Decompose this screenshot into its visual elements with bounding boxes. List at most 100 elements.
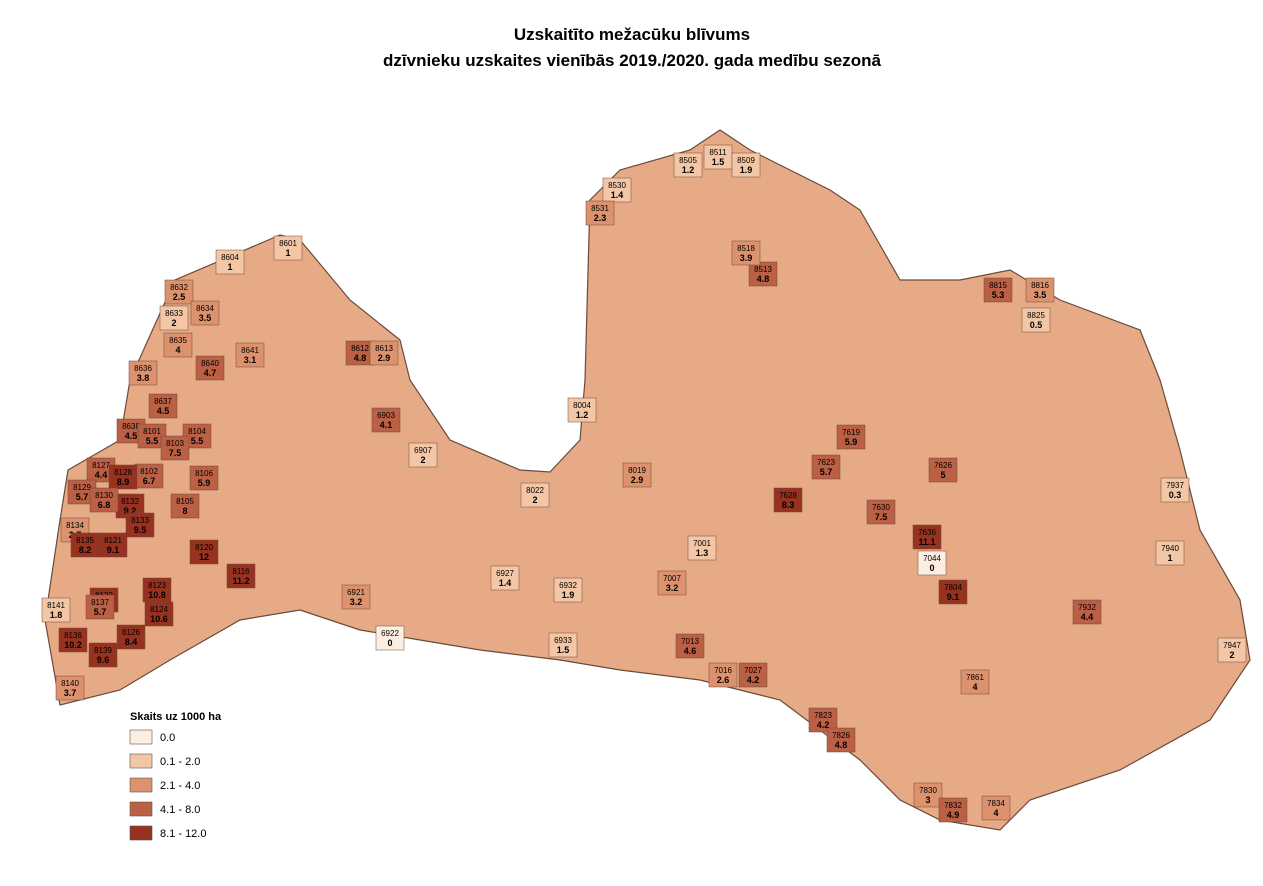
unit-code: 7834 (987, 799, 1005, 808)
unit-value: 2.6 (717, 675, 730, 685)
unit-value: 4.6 (684, 646, 697, 656)
unit-area (836, 424, 866, 450)
unit-code: 8105 (176, 497, 194, 506)
unit-code: 8124 (150, 605, 168, 614)
unit-value: 0 (929, 563, 934, 573)
unit-area (55, 675, 85, 701)
unit-area (144, 601, 174, 627)
legend-label: 4.1 - 8.0 (160, 804, 200, 816)
unit-code: 8518 (737, 244, 755, 253)
unit-value: 9.1 (947, 592, 960, 602)
unit-value: 3 (925, 795, 930, 805)
unit-code: 7623 (817, 458, 835, 467)
unit-code: 7830 (919, 786, 937, 795)
unit-value: 5 (940, 470, 945, 480)
unit-code: 8815 (989, 281, 1007, 290)
unit-code: 8633 (165, 309, 183, 318)
legend-label: 8.1 - 12.0 (160, 828, 206, 840)
unit-area (116, 624, 146, 650)
unit-value: 4.4 (1081, 612, 1094, 622)
unit-area (622, 462, 652, 488)
unit-code: 6933 (554, 636, 572, 645)
unit-value: 1.9 (562, 590, 575, 600)
unit-value: 3.2 (350, 597, 363, 607)
unit-area (98, 532, 128, 558)
unit-code: 7937 (1166, 481, 1184, 490)
unit-value: 10.2 (64, 640, 82, 650)
unit-value: 4.8 (835, 740, 848, 750)
unit-area (981, 795, 1011, 821)
unit-area (731, 152, 761, 178)
unit-value: 2 (532, 495, 537, 505)
legend-label: 0.0 (160, 732, 175, 744)
unit-area (148, 393, 178, 419)
unit-value: 10.6 (150, 614, 168, 624)
unit-code: 8128 (114, 468, 132, 477)
unit-area (917, 550, 947, 576)
unit-code: 8635 (169, 336, 187, 345)
unit-value: 9.1 (107, 545, 120, 555)
unit-value: 3.9 (740, 253, 753, 263)
unit-area (85, 594, 115, 620)
unit-code: 8102 (140, 467, 158, 476)
unit-area (375, 625, 405, 651)
unit-code: 8601 (279, 239, 297, 248)
legend-swatch (129, 825, 153, 841)
unit-value: 12 (199, 552, 209, 562)
unit-code: 8613 (375, 344, 393, 353)
unit-value: 5.7 (76, 492, 89, 502)
unit-code: 7044 (923, 554, 941, 563)
unit-area (738, 662, 768, 688)
unit-value: 10.8 (148, 590, 166, 600)
unit-area (912, 524, 942, 550)
unit-code: 8530 (608, 181, 626, 190)
unit-value: 1.9 (740, 165, 753, 175)
unit-area (369, 340, 399, 366)
unit-area (58, 627, 88, 653)
unit-code: 8101 (143, 427, 161, 436)
unit-area (215, 249, 245, 275)
unit-code: 8103 (166, 439, 184, 448)
unit-code: 7947 (1223, 641, 1241, 650)
unit-value: 0.3 (1169, 490, 1182, 500)
unit-code: 7628 (779, 491, 797, 500)
unit-value: 4 (972, 682, 977, 692)
unit-code: 8632 (170, 283, 188, 292)
unit-area (1021, 307, 1051, 333)
unit-value: 4.4 (95, 470, 108, 480)
unit-area (89, 487, 119, 513)
unit-value: 4.2 (817, 720, 830, 730)
unit-value: 4.9 (947, 810, 960, 820)
unit-value: 5.7 (820, 467, 833, 477)
unit-code: 8132 (121, 497, 139, 506)
unit-code: 8129 (73, 483, 91, 492)
unit-code: 8136 (64, 631, 82, 640)
unit-area (1217, 637, 1247, 663)
unit-value: 6.8 (98, 500, 111, 510)
unit-area (88, 642, 118, 668)
unit-area (983, 277, 1013, 303)
unit-value: 3.2 (666, 583, 679, 593)
unit-code: 6927 (496, 569, 514, 578)
unit-code: 8121 (104, 536, 122, 545)
unit-area (190, 300, 220, 326)
unit-area (1025, 277, 1055, 303)
unit-area (1155, 540, 1185, 566)
unit-value: 0 (387, 638, 392, 648)
unit-area (125, 512, 155, 538)
unit-value: 1 (285, 248, 290, 258)
unit-area (408, 442, 438, 468)
unit-area (235, 342, 265, 368)
unit-area (108, 464, 138, 490)
unit-value: 4.5 (125, 431, 138, 441)
unit-area (913, 782, 943, 808)
unit-value: 3.5 (1034, 290, 1047, 300)
unit-area (41, 597, 71, 623)
unit-value: 9.5 (134, 525, 147, 535)
unit-value: 2 (420, 455, 425, 465)
unit-area (811, 454, 841, 480)
unit-code: 8640 (201, 359, 219, 368)
unit-code: 8019 (628, 466, 646, 475)
unit-value: 8 (182, 506, 187, 516)
unit-value: 4.2 (747, 675, 760, 685)
